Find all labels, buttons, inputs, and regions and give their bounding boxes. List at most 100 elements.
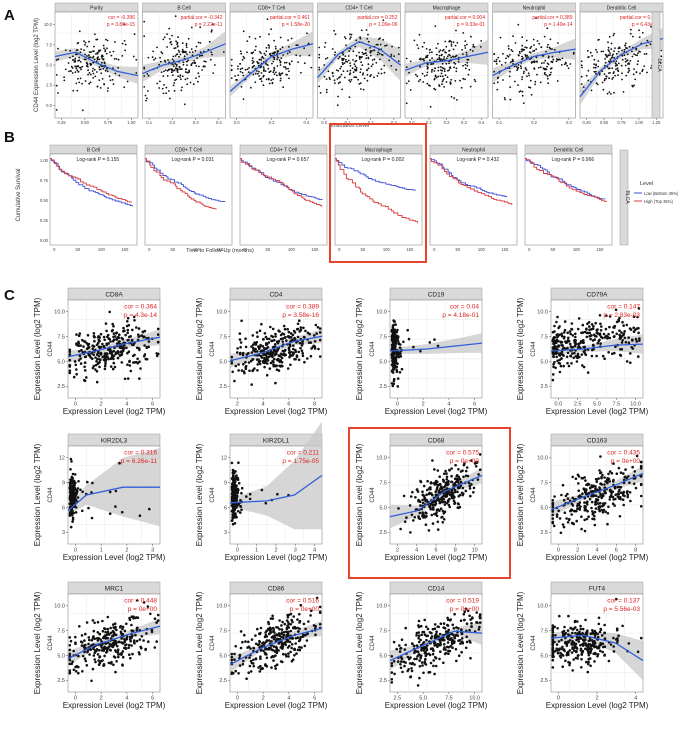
data-point: [77, 77, 79, 80]
data-point: [272, 338, 276, 342]
facet-title: CD4: [269, 292, 282, 299]
data-point: [272, 628, 276, 631]
data-point: [296, 648, 300, 652]
data-point: [318, 66, 321, 69]
data-point: [455, 70, 458, 73]
data-point: [143, 344, 146, 347]
data-point: [427, 529, 431, 532]
data-point: [529, 47, 532, 50]
data-point: [388, 59, 390, 62]
data-point: [272, 637, 276, 641]
data-point: [391, 356, 395, 359]
data-point: [296, 636, 300, 639]
data-point: [549, 73, 552, 76]
data-point: [597, 39, 600, 41]
data-point: [92, 332, 96, 335]
data-point: [371, 50, 373, 52]
data-point: [562, 331, 566, 334]
data-point: [230, 58, 233, 61]
data-point: [266, 628, 270, 631]
data-point: [85, 347, 89, 351]
data-point: [112, 361, 116, 365]
data-point: [558, 370, 562, 374]
data-point: [232, 507, 236, 510]
facet-title: CD8+ T Cell: [258, 5, 285, 11]
data-point: [87, 506, 90, 510]
data-point: [239, 630, 243, 633]
data-point: [160, 71, 163, 73]
data-point: [587, 69, 590, 72]
data-point: [394, 340, 398, 343]
data-point: [570, 513, 573, 516]
data-point: [333, 79, 336, 82]
data-point: [615, 472, 619, 476]
data-point: [436, 528, 440, 531]
data-point: [448, 40, 451, 43]
stat-pvalue: p = 1.09e-06: [369, 22, 397, 28]
data-point: [251, 358, 255, 361]
data-point: [266, 362, 269, 365]
facet-title: Macrophage: [365, 148, 393, 154]
data-point: [431, 652, 435, 656]
data-point: [623, 54, 626, 57]
data-point: [396, 377, 400, 380]
data-point: [127, 646, 130, 649]
data-point: [132, 315, 136, 319]
panel-border: [144, 153, 233, 246]
data-point: [103, 338, 106, 342]
data-point: [295, 54, 298, 57]
data-point: [91, 366, 95, 370]
data-point: [238, 664, 242, 667]
data-point: [555, 513, 559, 516]
data-point: [123, 344, 126, 347]
data-point: [316, 326, 320, 329]
data-point: [584, 508, 588, 512]
data-point: [359, 56, 362, 58]
y-tick-label: 9: [224, 481, 227, 487]
data-point: [563, 320, 567, 323]
x-tick-label: 1: [255, 548, 258, 554]
data-point: [256, 335, 259, 339]
data-point: [373, 49, 375, 52]
data-point: [283, 61, 286, 64]
data-point: [198, 55, 201, 57]
data-point: [111, 322, 114, 326]
data-point: [283, 622, 287, 626]
data-point: [244, 337, 247, 341]
data-point: [452, 483, 455, 486]
x-tick-label: 50: [456, 247, 461, 252]
data-point: [143, 86, 146, 88]
data-point: [94, 75, 97, 78]
data-point: [551, 510, 555, 513]
data-point: [551, 499, 555, 502]
data-point: [296, 618, 299, 621]
data-point: [272, 360, 275, 364]
data-point: [524, 46, 526, 49]
data-point: [234, 669, 237, 673]
facet-title: CD14: [428, 586, 445, 593]
data-point: [112, 332, 116, 335]
data-point: [614, 308, 618, 312]
data-point: [597, 505, 600, 509]
data-point: [551, 378, 555, 382]
y-tick-label: 0.0: [46, 103, 52, 108]
data-point: [222, 51, 225, 53]
data-point: [262, 649, 265, 653]
data-point: [560, 334, 564, 338]
data-point: [576, 507, 579, 511]
x-tick-label: 4: [447, 402, 450, 408]
data-point: [264, 353, 268, 357]
data-point: [294, 350, 298, 354]
data-point: [582, 365, 586, 369]
data-point: [286, 73, 288, 76]
data-point: [604, 61, 607, 64]
data-point: [251, 59, 254, 62]
data-point: [601, 493, 605, 496]
data-point: [457, 654, 461, 657]
data-point: [470, 483, 473, 486]
data-point: [132, 55, 135, 58]
data-point: [234, 475, 238, 479]
data-point: [230, 477, 234, 480]
data-point: [425, 500, 429, 503]
